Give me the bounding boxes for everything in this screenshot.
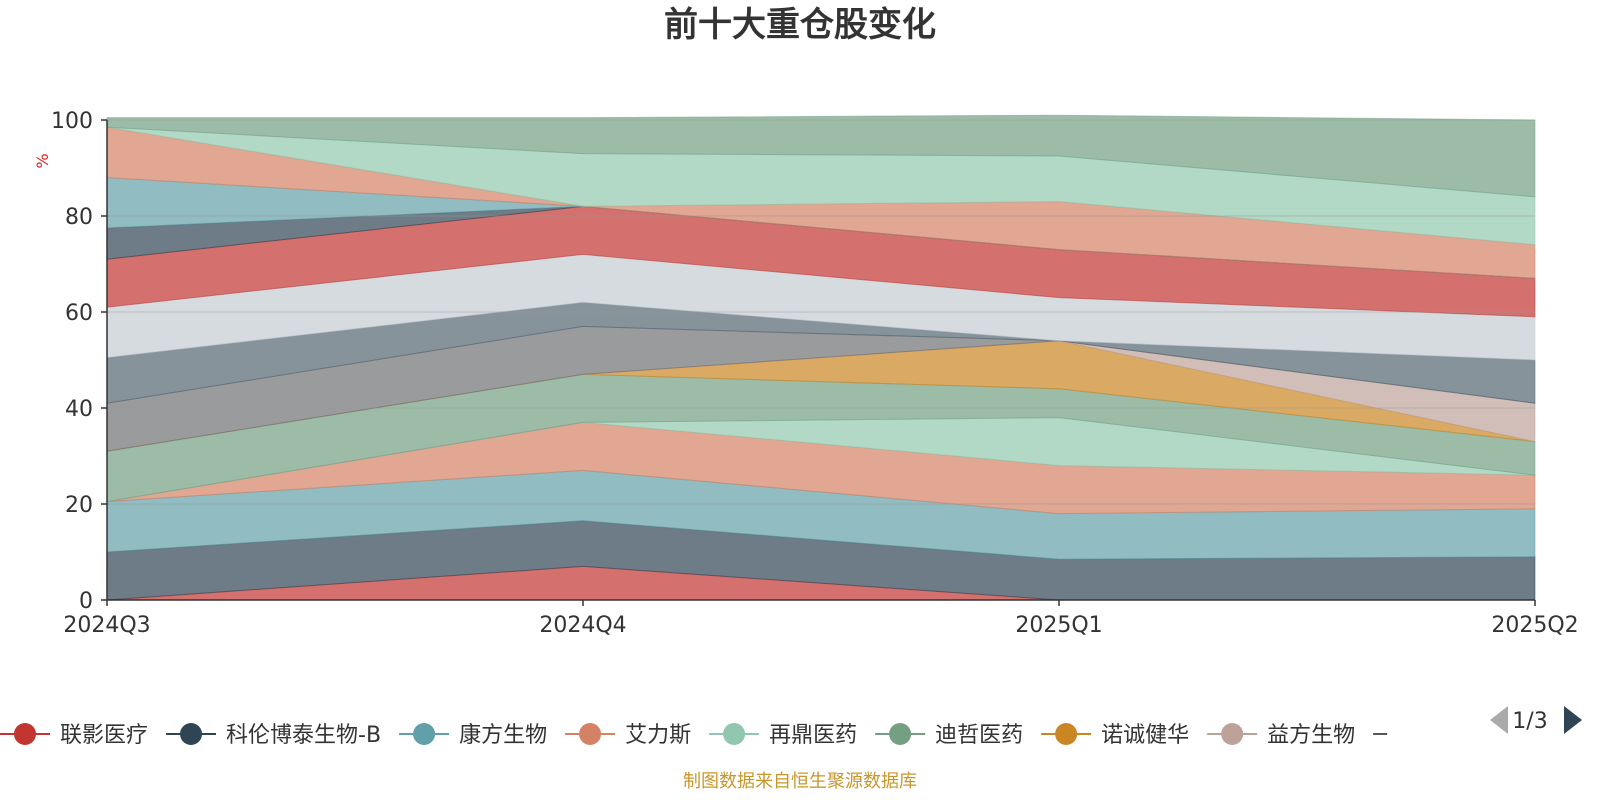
- legend-item[interactable]: 迪哲医药: [875, 723, 1023, 748]
- x-tick-label: 2024Q3: [63, 613, 150, 638]
- x-tick-label: 2025Q2: [1491, 613, 1578, 638]
- legend-item[interactable]: 再鼎医药: [709, 723, 857, 748]
- area-series-layer: [106, 114, 1536, 601]
- legend-item[interactable]: 康方生物: [399, 723, 547, 748]
- legend-marker: [889, 723, 912, 745]
- legend-label: 科伦博泰生物-B: [226, 723, 381, 748]
- x-tick-label: 2024Q4: [539, 613, 626, 638]
- legend-marker: [413, 723, 436, 745]
- legend-item[interactable]: 科伦博泰生物-B: [166, 723, 381, 748]
- grid-lines: [107, 119, 1535, 505]
- legend-label: 迪哲医药: [935, 723, 1023, 748]
- y-tick-label: 40: [65, 397, 93, 422]
- legend-page-indicator: 1/3: [1512, 709, 1547, 734]
- area-series-17: [106, 114, 1536, 198]
- legend-marker: [1055, 723, 1078, 745]
- y-tick-label: 0: [79, 589, 93, 614]
- legend-marker: [723, 723, 746, 745]
- legend-marker: [14, 723, 36, 745]
- legend-prev-page-icon[interactable]: [1490, 706, 1508, 734]
- legend-marker: [1221, 723, 1244, 745]
- chart-title: 前十大重仓股变化: [664, 5, 936, 45]
- legend-item[interactable]: 艾力斯: [565, 723, 691, 748]
- y-axis-unit-label: %: [33, 153, 52, 168]
- legend-label: 艾力斯: [625, 723, 691, 748]
- y-tick-label: 60: [65, 301, 93, 326]
- legend: 联影医疗 科伦博泰生物-B 康方生物 艾力斯 再鼎医药 迪哲医药 诺诚健华 益方生物: [0, 723, 1388, 748]
- legend-item[interactable]: 诺诚健华: [1041, 723, 1189, 748]
- legend-label: 联影医疗: [60, 723, 148, 748]
- legend-marker: [579, 723, 602, 745]
- legend-item[interactable]: 益方生物: [1207, 723, 1355, 748]
- x-tick-label: 2025Q1: [1015, 613, 1102, 638]
- legend-next-page-icon[interactable]: [1564, 706, 1582, 734]
- legend-label: 诺诚健华: [1101, 723, 1189, 748]
- legend-marker: [180, 723, 203, 745]
- axes: 0 20 40 60 80 100 2024Q3 2024Q4 2025Q1 2025Q2: [51, 109, 1579, 638]
- legend-label: 康方生物: [459, 723, 547, 748]
- data-source-note: 制图数据来自恒生聚源数据库: [683, 771, 917, 792]
- y-tick-label: 20: [65, 493, 93, 518]
- legend-label: 益方生物: [1267, 723, 1355, 748]
- legend-item[interactable]: 联影医疗: [0, 723, 148, 748]
- legend-pager: 1/3: [1490, 706, 1582, 734]
- y-tick-label: 80: [65, 205, 93, 230]
- legend-label: 再鼎医药: [769, 723, 857, 748]
- y-tick-label: 100: [51, 109, 93, 134]
